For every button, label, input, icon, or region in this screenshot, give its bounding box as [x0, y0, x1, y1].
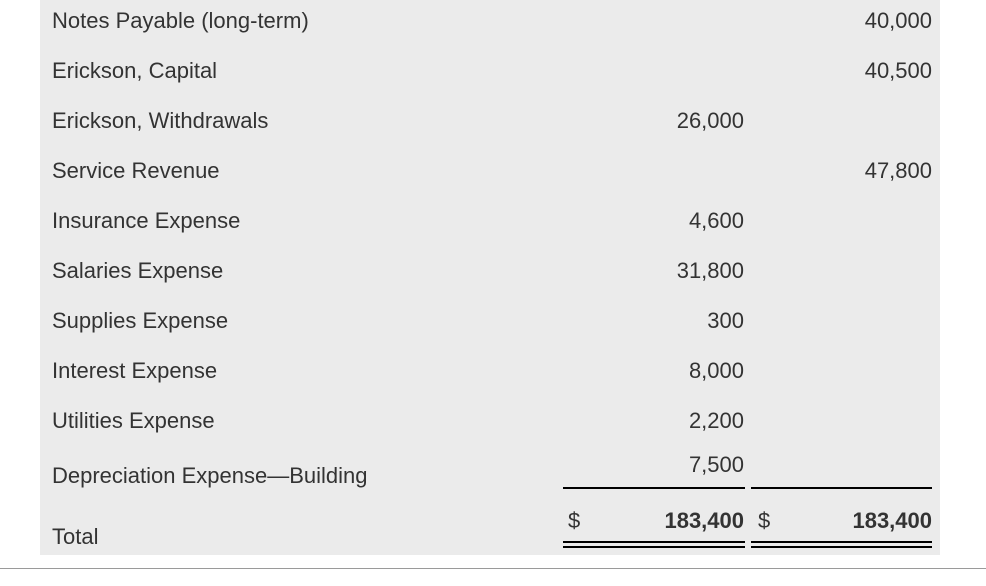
debit-amount: 7,500 — [688, 452, 744, 477]
total-label: Total — [52, 524, 99, 549]
account-name: Utilities Expense — [52, 408, 215, 433]
debit-total-double-rule-bottom — [563, 546, 745, 548]
account-name: Service Revenue — [52, 158, 220, 183]
table-row: Supplies Expense 300 — [40, 300, 940, 350]
debit-currency-symbol: $ — [568, 508, 581, 533]
credit-total-double-rule-bottom — [751, 546, 932, 548]
credit-total-double-rule-top — [751, 541, 932, 543]
account-name: Insurance Expense — [52, 208, 241, 233]
credit-amount: 47,800 — [864, 158, 932, 183]
table-row: Depreciation Expense—Building 7,500 — [40, 450, 940, 500]
credit-subtotal-rule — [751, 487, 932, 489]
table-row: Utilities Expense 2,200 — [40, 400, 940, 450]
table-row: Insurance Expense 4,600 — [40, 200, 940, 250]
debit-total: 183,400 — [664, 508, 744, 533]
table-row: Interest Expense 8,000 — [40, 350, 940, 400]
debit-amount: 300 — [707, 308, 744, 333]
debit-subtotal-rule — [563, 487, 745, 489]
account-name: Erickson, Withdrawals — [52, 108, 269, 133]
trial-balance-panel — [40, 0, 940, 555]
table-row: Salaries Expense 31,800 — [40, 250, 940, 300]
debit-amount: 26,000 — [676, 108, 744, 133]
account-name: Erickson, Capital — [52, 58, 218, 83]
debit-amount: 4,600 — [688, 208, 744, 233]
account-name: Interest Expense — [52, 358, 218, 383]
total-row: Total $ 183,400 $ 183,400 — [40, 500, 940, 550]
debit-total-double-rule-top — [563, 541, 745, 543]
credit-amount: 40,500 — [864, 58, 932, 83]
table-row: Notes Payable (long-term) 40,000 — [40, 0, 940, 50]
account-name: Salaries Expense — [52, 258, 224, 283]
credit-total: 183,400 — [852, 508, 932, 533]
page-divider — [0, 568, 986, 569]
table-row: Erickson, Capital 40,500 — [40, 50, 940, 100]
debit-amount: 31,800 — [676, 258, 744, 283]
debit-amount: 2,200 — [688, 408, 744, 433]
table-row: Service Revenue 47,800 — [40, 150, 940, 200]
credit-currency-symbol: $ — [758, 508, 771, 533]
account-name: Depreciation Expense—Building — [52, 463, 368, 488]
debit-amount: 8,000 — [688, 358, 744, 383]
credit-amount: 40,000 — [864, 8, 932, 33]
account-name: Supplies Expense — [52, 308, 229, 333]
account-name: Notes Payable (long-term) — [52, 8, 309, 33]
table-row: Erickson, Withdrawals 26,000 — [40, 100, 940, 150]
